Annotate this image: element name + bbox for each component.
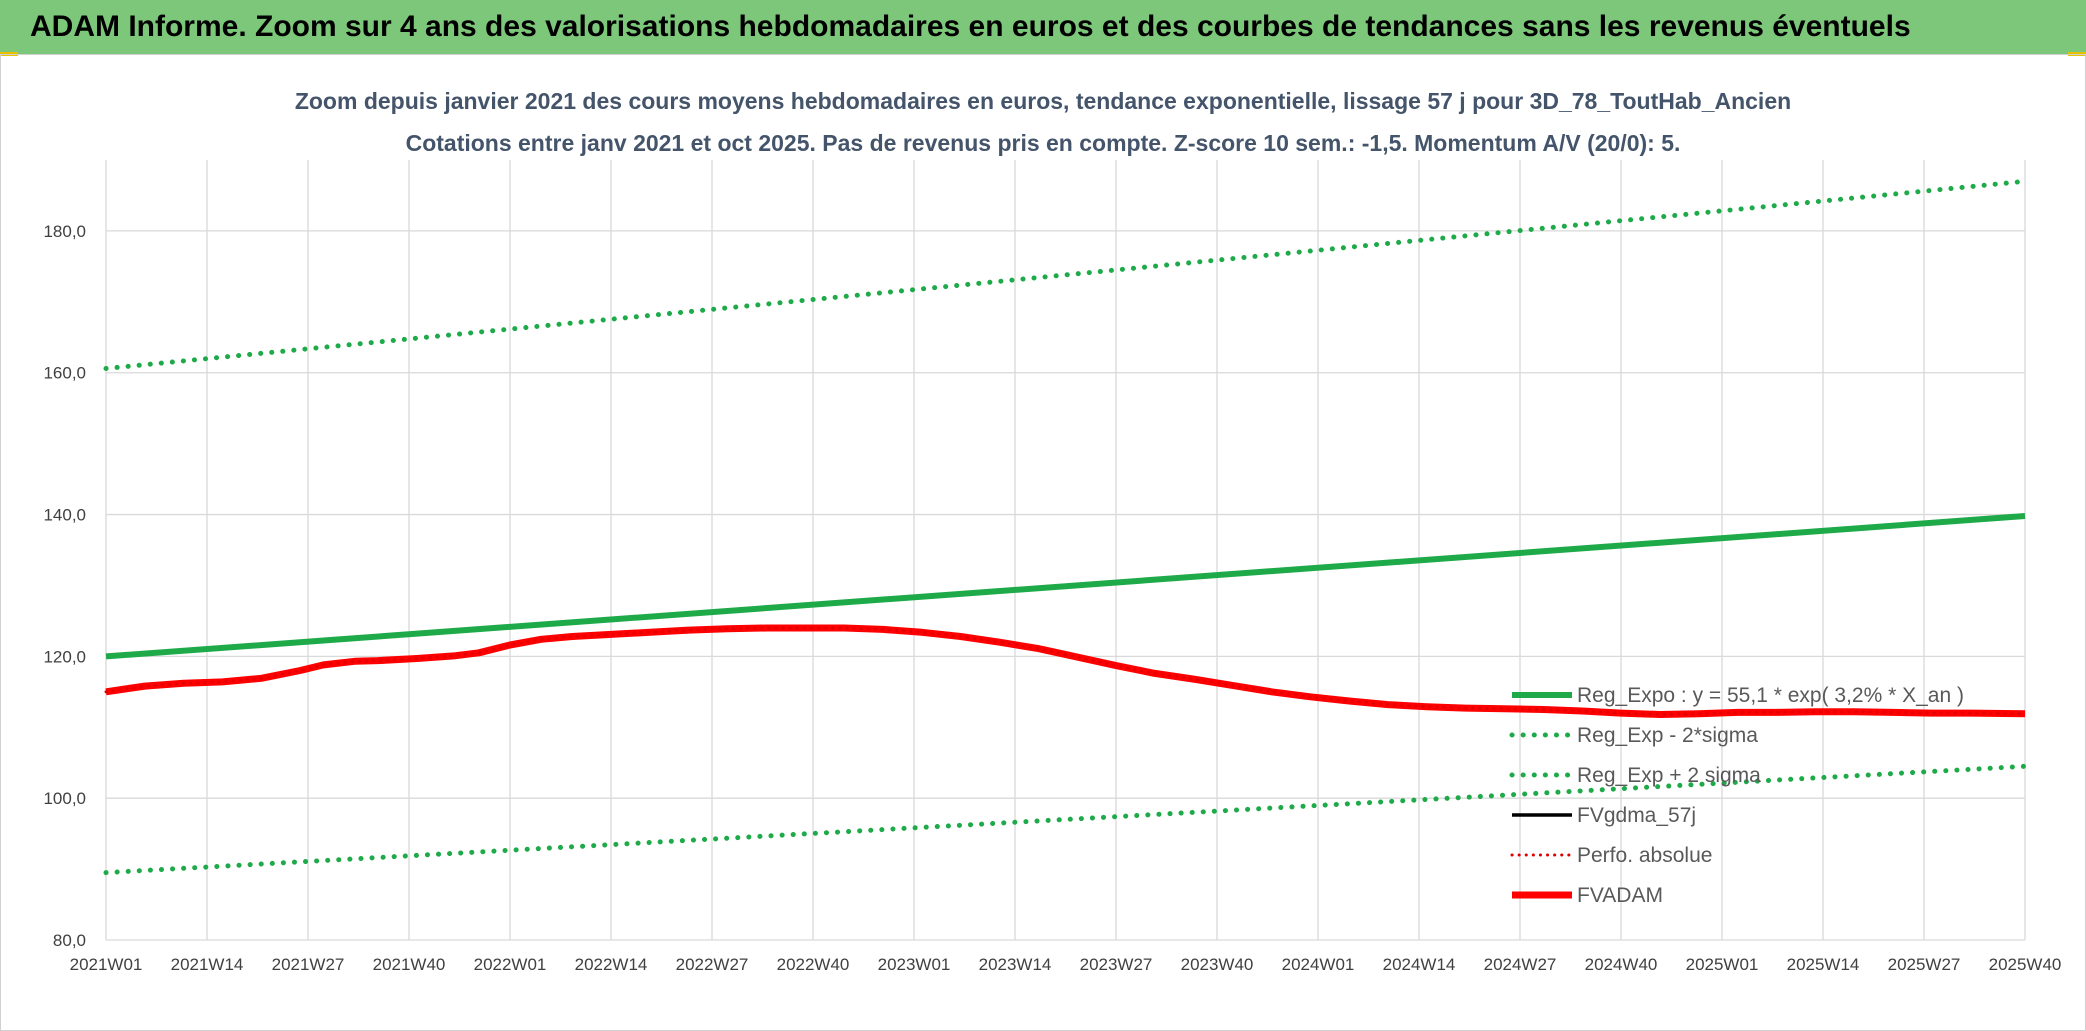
x-tick-label: 2025W01 bbox=[1686, 955, 1759, 974]
legend-label: Reg_Exp - 2*sigma bbox=[1577, 724, 1758, 747]
y-tick-label: 180,0 bbox=[43, 222, 86, 241]
chart-title: Zoom depuis janvier 2021 des cours moyen… bbox=[295, 88, 1791, 114]
x-tick-label: 2024W14 bbox=[1383, 955, 1456, 974]
x-tick-label: 2025W40 bbox=[1989, 955, 2062, 974]
x-tick-label: 2021W27 bbox=[272, 955, 345, 974]
x-tick-label: 2024W40 bbox=[1585, 955, 1658, 974]
x-tick-label: 2022W01 bbox=[474, 955, 547, 974]
x-tick-label: 2021W14 bbox=[171, 955, 244, 974]
report-title: ADAM Informe. Zoom sur 4 ans des valoris… bbox=[30, 10, 1911, 43]
y-tick-label: 80,0 bbox=[53, 931, 86, 950]
series-layer bbox=[103, 178, 2028, 876]
y-axis: 80,0 100,0 120,0 140,0 160,0 180,0 bbox=[43, 222, 86, 950]
y-tick-label: 140,0 bbox=[43, 506, 86, 525]
y-tick-label: 120,0 bbox=[43, 647, 86, 666]
series-reg-expo-y-55-1-exp-3-2-x-an bbox=[105, 513, 2026, 660]
x-tick-label: 2021W01 bbox=[70, 955, 143, 974]
x-tick-label: 2023W27 bbox=[1080, 955, 1153, 974]
x-tick-label: 2021W40 bbox=[373, 955, 446, 974]
series-reg-exp-2-sigma bbox=[103, 178, 2028, 371]
x-tick-label: 2022W27 bbox=[676, 955, 749, 974]
legend-label: FVADAM bbox=[1577, 884, 1663, 907]
x-tick-label: 2023W14 bbox=[979, 955, 1052, 974]
legend-label: Perfo. absolue bbox=[1577, 844, 1712, 867]
legend: Reg_Expo : y = 55,1 * exp( 3,2% * X_an )… bbox=[1509, 684, 1964, 907]
x-tick-label: 2025W27 bbox=[1888, 955, 1961, 974]
y-tick-label: 100,0 bbox=[43, 789, 86, 808]
x-tick-label: 2022W40 bbox=[777, 955, 850, 974]
y-tick-label: 160,0 bbox=[43, 364, 86, 383]
series-perfo-absolue bbox=[104, 626, 2027, 716]
chart-subtitle: Cotations entre janv 2021 et oct 2025. P… bbox=[406, 130, 1681, 156]
series-reg-exp-2-sigma bbox=[103, 763, 2028, 876]
x-tick-label: 2023W01 bbox=[878, 955, 951, 974]
x-tick-label: 2024W01 bbox=[1282, 955, 1355, 974]
legend-label: Reg_Expo : y = 55,1 * exp( 3,2% * X_an ) bbox=[1577, 684, 1964, 707]
legend-label: FVgdma_57j bbox=[1577, 804, 1696, 827]
x-axis: 2021W01 2021W14 2021W27 2021W40 2022W01 2022W… bbox=[70, 955, 2062, 974]
x-tick-label: 2023W40 bbox=[1181, 955, 1254, 974]
x-tick-label: 2022W14 bbox=[575, 955, 648, 974]
x-tick-label: 2025W14 bbox=[1787, 955, 1860, 974]
x-tick-label: 2024W27 bbox=[1484, 955, 1557, 974]
gridlines bbox=[105, 160, 2026, 941]
legend-label: Reg_Exp + 2 sigma bbox=[1577, 764, 1761, 787]
report-banner: ADAM Informe. Zoom sur 4 ans des valoris… bbox=[0, 0, 2086, 54]
